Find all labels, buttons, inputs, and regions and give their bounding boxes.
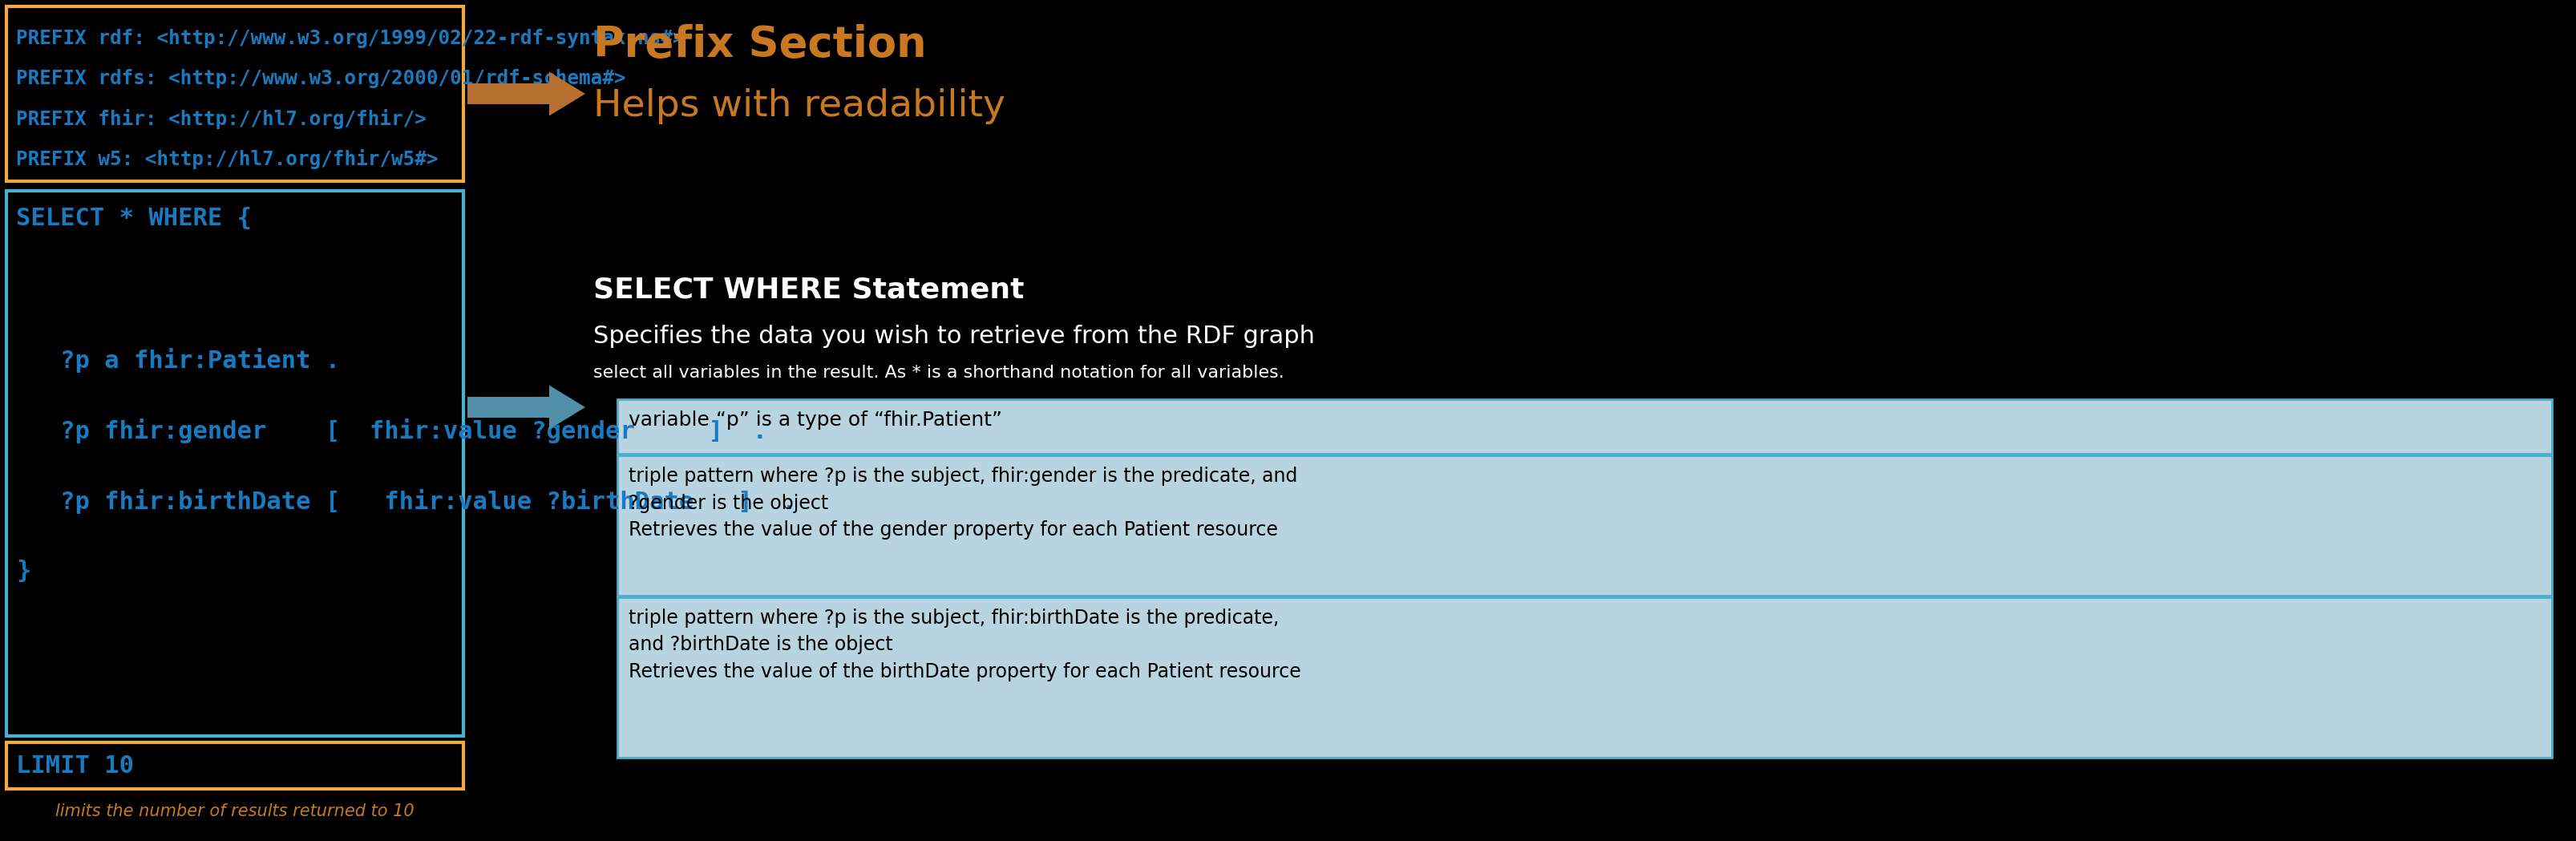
- Text: PREFIX w5: <http://hl7.org/fhir/w5#>: PREFIX w5: <http://hl7.org/fhir/w5#>: [15, 149, 438, 169]
- FancyBboxPatch shape: [618, 597, 2553, 758]
- Text: ?p fhir:gender    [  fhir:value ?gender     ]  .: ?p fhir:gender [ fhir:value ?gender ] .: [15, 419, 768, 443]
- Text: Specifies the data you wish to retrieve from the RDF graph: Specifies the data you wish to retrieve …: [592, 325, 1314, 348]
- Text: ?p fhir:birthDate [   fhir:value ?birthDate   ]  .: ?p fhir:birthDate [ fhir:value ?birthDat…: [15, 489, 796, 514]
- Text: PREFIX rdf: <http://www.w3.org/1999/02/22-rdf-syntax-ns#>: PREFIX rdf: <http://www.w3.org/1999/02/2…: [15, 29, 685, 48]
- Polygon shape: [466, 385, 585, 429]
- Text: }: }: [15, 559, 31, 583]
- Text: PREFIX fhir: <http://hl7.org/fhir/>: PREFIX fhir: <http://hl7.org/fhir/>: [15, 109, 428, 129]
- Text: triple pattern where ?p is the subject, fhir:birthDate is the predicate,
and ?bi: triple pattern where ?p is the subject, …: [629, 609, 1301, 681]
- Text: variable “p” is a type of “fhir.Patient”: variable “p” is a type of “fhir.Patient”: [629, 410, 1002, 430]
- Text: ?p a fhir:Patient .: ?p a fhir:Patient .: [15, 348, 340, 373]
- Text: select all variables in the result. As * is a shorthand notation for all variabl: select all variables in the result. As *…: [592, 365, 1285, 381]
- Text: Helps with readability: Helps with readability: [592, 88, 1005, 124]
- Text: LIMIT 10: LIMIT 10: [15, 754, 134, 777]
- Text: triple pattern where ?p is the subject, fhir:gender is the predicate, and
?gende: triple pattern where ?p is the subject, …: [629, 467, 1298, 540]
- FancyBboxPatch shape: [618, 399, 2553, 454]
- Polygon shape: [466, 71, 585, 116]
- Text: PREFIX rdfs: <http://www.w3.org/2000/01/rdf-schema#>: PREFIX rdfs: <http://www.w3.org/2000/01/…: [15, 69, 626, 88]
- Text: SELECT WHERE Statement: SELECT WHERE Statement: [592, 277, 1025, 304]
- Text: SELECT * WHERE {: SELECT * WHERE {: [15, 207, 252, 230]
- FancyBboxPatch shape: [618, 455, 2553, 595]
- Text: limits the number of results returned to 10: limits the number of results returned to…: [57, 803, 415, 819]
- Text: Prefix Section: Prefix Section: [592, 24, 927, 66]
